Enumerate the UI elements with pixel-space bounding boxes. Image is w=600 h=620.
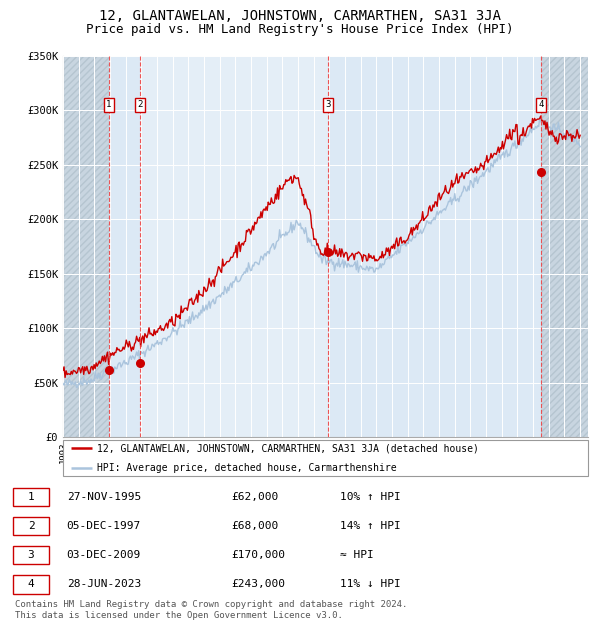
- Text: £62,000: £62,000: [231, 492, 278, 502]
- Text: Contains HM Land Registry data © Crown copyright and database right 2024.
This d: Contains HM Land Registry data © Crown c…: [15, 600, 407, 619]
- Text: 12, GLANTAWELAN, JOHNSTOWN, CARMARTHEN, SA31 3JA: 12, GLANTAWELAN, JOHNSTOWN, CARMARTHEN, …: [99, 9, 501, 24]
- Text: 3: 3: [325, 100, 331, 109]
- Text: 10% ↑ HPI: 10% ↑ HPI: [340, 492, 401, 502]
- Text: 28-JUN-2023: 28-JUN-2023: [67, 579, 141, 590]
- Text: Price paid vs. HM Land Registry's House Price Index (HPI): Price paid vs. HM Land Registry's House …: [86, 23, 514, 36]
- Bar: [541, 56, 588, 437]
- Text: 2: 2: [137, 100, 143, 109]
- Text: £243,000: £243,000: [231, 579, 285, 590]
- FancyBboxPatch shape: [13, 575, 49, 593]
- Text: £68,000: £68,000: [231, 521, 278, 531]
- Text: 05-DEC-1997: 05-DEC-1997: [67, 521, 141, 531]
- Text: 11% ↓ HPI: 11% ↓ HPI: [340, 579, 401, 590]
- Text: 27-NOV-1995: 27-NOV-1995: [67, 492, 141, 502]
- Text: 4: 4: [538, 100, 544, 109]
- Text: 4: 4: [28, 579, 34, 590]
- Bar: [109, 56, 140, 437]
- FancyBboxPatch shape: [13, 488, 49, 506]
- FancyBboxPatch shape: [13, 546, 49, 564]
- Text: 14% ↑ HPI: 14% ↑ HPI: [340, 521, 401, 531]
- Text: HPI: Average price, detached house, Carmarthenshire: HPI: Average price, detached house, Carm…: [97, 463, 397, 473]
- Text: £170,000: £170,000: [231, 550, 285, 560]
- Text: 1: 1: [106, 100, 111, 109]
- FancyBboxPatch shape: [13, 517, 49, 535]
- Text: 3: 3: [28, 550, 34, 560]
- Text: ≈ HPI: ≈ HPI: [340, 550, 374, 560]
- Bar: [328, 56, 541, 437]
- Text: 2: 2: [28, 521, 34, 531]
- Bar: [63, 56, 109, 437]
- Text: 03-DEC-2009: 03-DEC-2009: [67, 550, 141, 560]
- FancyBboxPatch shape: [63, 440, 588, 476]
- Text: 1: 1: [28, 492, 34, 502]
- Bar: [140, 56, 328, 437]
- Text: 12, GLANTAWELAN, JOHNSTOWN, CARMARTHEN, SA31 3JA (detached house): 12, GLANTAWELAN, JOHNSTOWN, CARMARTHEN, …: [97, 443, 479, 453]
